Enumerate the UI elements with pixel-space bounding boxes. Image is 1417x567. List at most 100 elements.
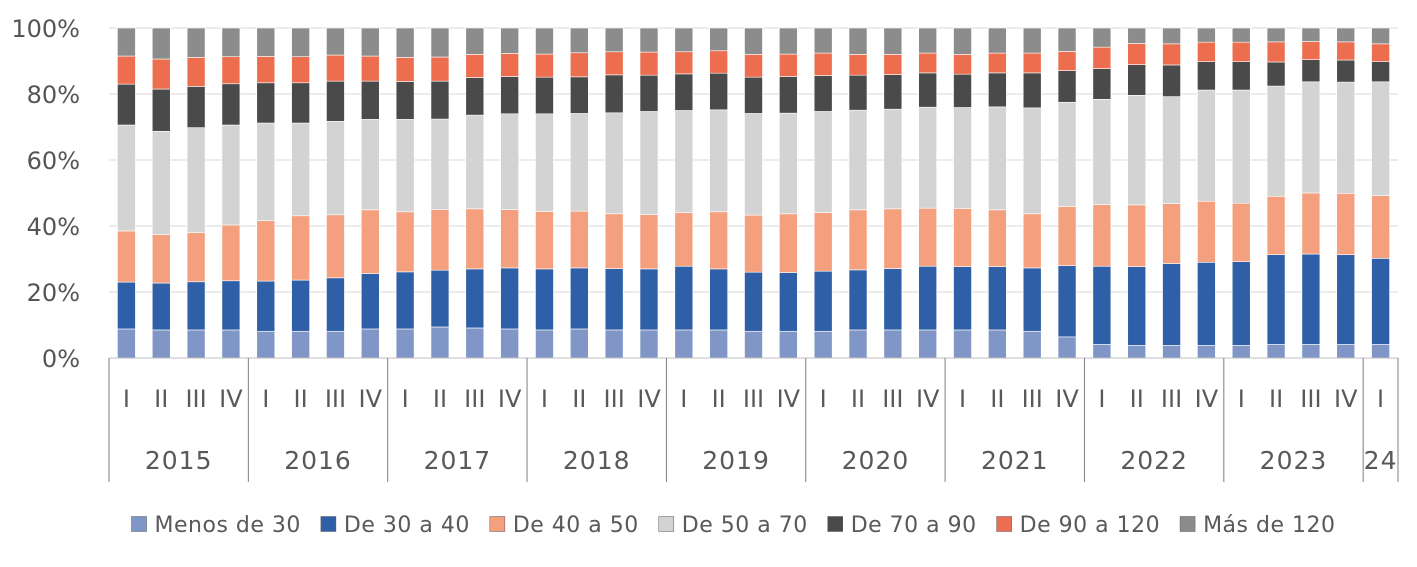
legend-label: De 50 a 70	[682, 513, 808, 538]
bar-segment-de-50-a-70	[1092, 98, 1112, 205]
bar-stack	[1092, 27, 1112, 359]
x-tick-label: II	[851, 385, 865, 413]
bar-segment-de-30-a-40	[1127, 266, 1147, 346]
bar-segment-de-40-a-50	[639, 214, 659, 270]
bar-stack	[1231, 27, 1251, 359]
bar-segment-de-90-a-120	[395, 57, 415, 82]
bar-segment-de-90-a-120	[117, 55, 136, 85]
bar-segment-menos-de-30	[570, 328, 589, 359]
bar-segment-de-90-a-120	[1266, 41, 1286, 63]
bar-segment-de-70-a-90	[430, 80, 450, 120]
bar-segment-más-de-120	[744, 27, 763, 55]
bar-segment-de-50-a-70	[674, 110, 694, 213]
y-tick-label: 80%	[27, 81, 80, 109]
bar-segment-de-40-a-50	[848, 209, 868, 271]
bar-segment-más-de-120	[813, 27, 833, 54]
bar-segment-de-50-a-70	[430, 118, 450, 210]
bar-segment-más-de-120	[1057, 27, 1077, 52]
bar-segment-menos-de-30	[848, 329, 868, 359]
bar-segment-de-70-a-90	[1301, 59, 1321, 83]
bar-segment-menos-de-30	[1057, 336, 1077, 359]
bar-segment-de-70-a-90	[674, 73, 694, 111]
bar-segment-de-40-a-50	[1162, 203, 1181, 264]
bar-segment-más-de-120	[1336, 27, 1356, 43]
bar-segment-de-30-a-40	[1092, 265, 1112, 345]
x-tick-label: IV	[1334, 385, 1358, 413]
bar-segment-de-30-a-40	[395, 271, 415, 330]
bar-segment-menos-de-30	[779, 330, 798, 359]
year-label: 2022	[1120, 446, 1188, 475]
bar-stack	[570, 27, 589, 359]
bar-segment-de-50-a-70	[360, 119, 380, 211]
bar-segment-menos-de-30	[1336, 344, 1356, 359]
bar-segment-de-30-a-40	[1022, 267, 1042, 332]
bar-segment-de-40-a-50	[1057, 206, 1077, 266]
legend-label: Menos de 30	[155, 513, 301, 538]
bar-segment-de-90-a-120	[918, 52, 937, 74]
year-label: 2015	[145, 446, 213, 475]
bar-stack	[779, 27, 798, 359]
bar-segment-de-90-a-120	[639, 51, 659, 76]
bar-segment-de-70-a-90	[779, 76, 798, 114]
bar-segment-de-30-a-40	[813, 270, 833, 332]
legend-label: De 70 a 90	[851, 513, 977, 538]
bar-segment-menos-de-30	[918, 329, 937, 359]
bar-segment-menos-de-30	[151, 329, 171, 359]
bar-segment-de-70-a-90	[291, 82, 310, 124]
bar-segment-de-40-a-50	[1266, 196, 1286, 256]
bar-segment-de-40-a-50	[604, 213, 624, 269]
bar-segment-de-50-a-70	[1127, 95, 1147, 206]
x-tick-label: II	[294, 385, 308, 413]
bar-segment-menos-de-30	[674, 329, 694, 359]
x-tick-label: IV	[1055, 385, 1079, 413]
bar-segment-de-50-a-70	[151, 130, 171, 235]
bar-segment-de-50-a-70	[1162, 96, 1181, 204]
legend-label: De 30 a 40	[344, 513, 470, 538]
x-tick-label: II	[990, 385, 1004, 413]
bar-segment-menos-de-30	[117, 328, 136, 359]
x-tick-label: II	[1269, 385, 1283, 413]
bar-segment-más-de-120	[570, 27, 589, 54]
bar-stack	[117, 27, 136, 359]
bar-segment-de-70-a-90	[117, 83, 136, 126]
x-tick-label: I	[680, 385, 687, 413]
legend-label: De 40 a 50	[513, 513, 639, 538]
bar-stack	[1057, 27, 1077, 359]
bar-segment-de-30-a-40	[291, 279, 310, 332]
legend-swatch	[320, 516, 337, 532]
x-tick-label: IV	[219, 385, 243, 413]
bar-stack	[709, 27, 728, 359]
bar-segment-más-de-120	[674, 27, 694, 53]
bar-segment-de-90-a-120	[1092, 46, 1112, 69]
legend: Menos de 30 De 30 a 40 De 40 a 50 De 50 a 7…	[131, 513, 1335, 538]
bar-segment-de-30-a-40	[918, 265, 937, 331]
bar-segment-de-30-a-40	[1266, 254, 1286, 345]
year-label: 2020	[842, 446, 910, 475]
bar-segment-de-30-a-40	[604, 268, 624, 331]
bar-segment-de-40-a-50	[186, 232, 206, 283]
bar-segment-de-50-a-70	[1022, 107, 1042, 215]
bar-stack	[151, 27, 171, 359]
bar-segment-más-de-120	[1197, 27, 1216, 43]
bar-stack	[326, 27, 345, 359]
bar-segment-menos-de-30	[1301, 344, 1321, 359]
bar-segment-de-30-a-40	[988, 266, 1007, 331]
bar-stack	[465, 27, 485, 359]
x-tick-label: III	[1022, 385, 1043, 413]
y-tick-label: 0%	[42, 345, 80, 373]
bar-segment-de-50-a-70	[883, 108, 903, 210]
bar-segment-más-de-120	[465, 27, 485, 55]
bar-segment-de-40-a-50	[326, 214, 345, 279]
bar-segment-de-50-a-70	[848, 109, 868, 211]
bar-segment-de-50-a-70	[813, 111, 833, 213]
bar-segment-de-30-a-40	[883, 268, 903, 331]
bar-segment-de-40-a-50	[883, 208, 903, 269]
bar-segment-más-de-120	[1127, 27, 1147, 44]
bar-segment-menos-de-30	[988, 329, 1007, 359]
bar-segment-de-30-a-40	[674, 265, 694, 331]
bar-segment-de-40-a-50	[395, 211, 415, 273]
bar-segment-de-90-a-120	[744, 54, 763, 78]
bar-segment-de-50-a-70	[326, 121, 345, 216]
bar-segment-más-de-120	[221, 27, 241, 58]
